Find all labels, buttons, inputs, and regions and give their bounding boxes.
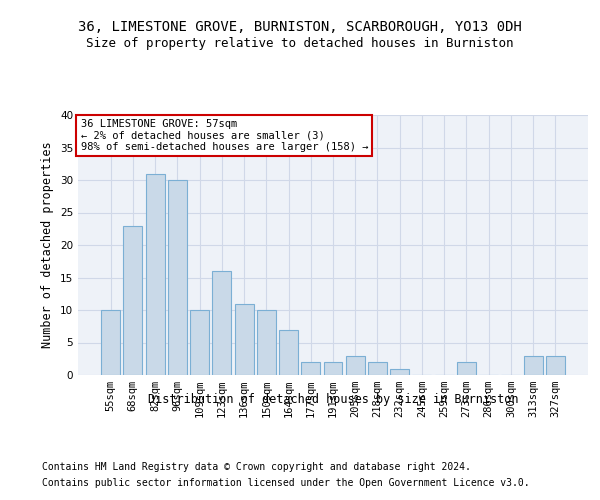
Text: Contains HM Land Registry data © Crown copyright and database right 2024.: Contains HM Land Registry data © Crown c… <box>42 462 471 472</box>
Bar <box>101 310 120 375</box>
Bar <box>124 226 142 375</box>
Bar <box>190 310 209 375</box>
Bar <box>390 368 409 375</box>
Bar <box>146 174 164 375</box>
Bar <box>546 356 565 375</box>
Bar <box>323 362 343 375</box>
Bar <box>212 271 231 375</box>
Bar <box>279 330 298 375</box>
Bar <box>457 362 476 375</box>
Bar <box>346 356 365 375</box>
Bar <box>235 304 254 375</box>
Y-axis label: Number of detached properties: Number of detached properties <box>41 142 55 348</box>
Text: 36 LIMESTONE GROVE: 57sqm
← 2% of detached houses are smaller (3)
98% of semi-de: 36 LIMESTONE GROVE: 57sqm ← 2% of detach… <box>80 119 368 152</box>
Text: 36, LIMESTONE GROVE, BURNISTON, SCARBOROUGH, YO13 0DH: 36, LIMESTONE GROVE, BURNISTON, SCARBORO… <box>78 20 522 34</box>
Text: Distribution of detached houses by size in Burniston: Distribution of detached houses by size … <box>148 392 518 406</box>
Text: Size of property relative to detached houses in Burniston: Size of property relative to detached ho… <box>86 38 514 51</box>
Bar <box>301 362 320 375</box>
Bar <box>368 362 387 375</box>
Text: Contains public sector information licensed under the Open Government Licence v3: Contains public sector information licen… <box>42 478 530 488</box>
Bar <box>257 310 276 375</box>
Bar <box>168 180 187 375</box>
Bar <box>524 356 542 375</box>
